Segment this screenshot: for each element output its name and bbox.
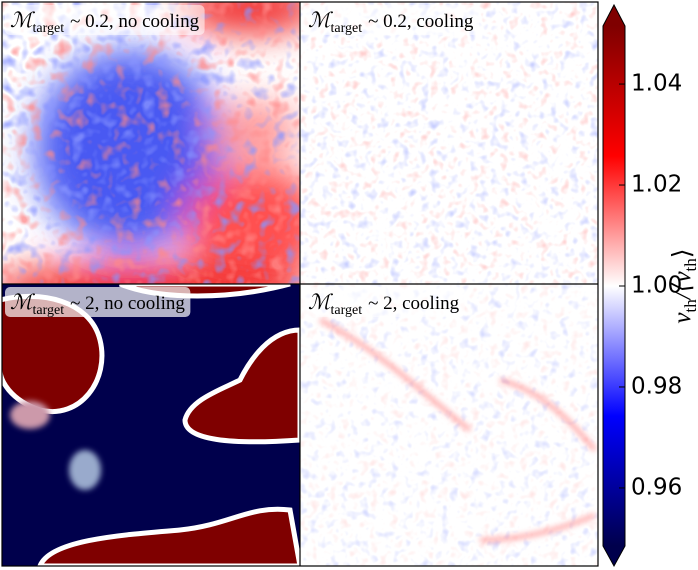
colorbar-tick-label: 1.04 xyxy=(631,71,682,97)
colorbar-tick-label: 0.96 xyxy=(631,474,682,500)
label-part: v xyxy=(669,312,696,324)
title-text: ~ 2, cooling xyxy=(368,293,460,314)
colorbar-outline xyxy=(602,3,626,568)
panel-frames xyxy=(1,1,599,567)
title-subscript: target xyxy=(330,303,362,318)
colorbar-extend-high xyxy=(603,5,625,26)
colorbar xyxy=(603,26,625,546)
title-subscript: target xyxy=(32,21,64,36)
title-box xyxy=(5,5,205,35)
colorbar-tick-label: 1.02 xyxy=(631,172,682,198)
panel-image xyxy=(300,2,598,284)
label-subscript: th xyxy=(681,299,698,313)
label-part: ⟩ xyxy=(669,248,696,258)
panel-title: ℳtarget ~ 0.2, cooling xyxy=(308,8,474,36)
title-subscript: target xyxy=(330,21,362,36)
title-symbol: ℳ xyxy=(308,290,334,314)
title-box xyxy=(303,5,479,35)
label-part: /⟨v xyxy=(669,271,696,302)
title-text: ~ 0.2, cooling xyxy=(368,11,474,32)
panel-title: ℳtarget ~ 0.2, no cooling xyxy=(10,8,200,36)
colorbar-extend-low xyxy=(603,546,625,566)
panel-title: ℳtarget ~ 2, cooling xyxy=(308,290,460,318)
title-symbol: ℳ xyxy=(10,8,36,32)
title-text: ~ 2, no cooling xyxy=(70,293,185,314)
title-box xyxy=(5,287,191,317)
colorbar-tick-label: 1.00 xyxy=(631,273,682,299)
panel-title: ℳtarget ~ 2, no cooling xyxy=(10,290,185,318)
title-box xyxy=(303,287,465,317)
panel-image xyxy=(2,284,300,566)
label-subscript: th xyxy=(681,258,698,272)
colorbar-label: vth/⟨vth⟩ xyxy=(669,248,698,323)
title-text: ~ 0.2, no cooling xyxy=(70,11,200,32)
title-symbol: ℳ xyxy=(308,8,334,32)
panel-image xyxy=(300,284,598,566)
colorbar-tick-label: 0.98 xyxy=(631,373,682,399)
title-subscript: target xyxy=(32,303,64,318)
title-symbol: ℳ xyxy=(10,290,36,314)
panel-image xyxy=(2,2,300,284)
